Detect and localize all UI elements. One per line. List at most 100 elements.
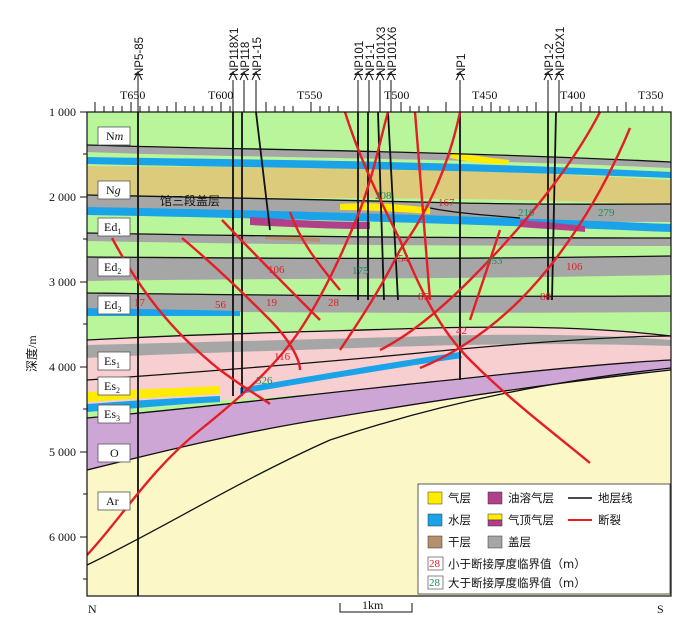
- green-value: 279: [598, 207, 615, 219]
- svg-text:小于断接厚度临界值（m）: 小于断接厚度临界值（m）: [448, 557, 586, 571]
- svg-text:Es3: Es3: [104, 407, 120, 423]
- svg-text:NP118X1: NP118X1: [229, 28, 241, 76]
- gas-layer-1: [450, 152, 510, 165]
- svg-text:NP101X6: NP101X6: [387, 27, 399, 76]
- green-value: 253: [486, 255, 503, 267]
- svg-text:28: 28: [429, 577, 441, 589]
- unit-es2: Es2: [97, 376, 131, 396]
- svg-text:NP1-1: NP1-1: [365, 43, 377, 76]
- green-value: 526: [256, 375, 273, 387]
- svg-text:NP5-85: NP5-85: [134, 37, 146, 76]
- well-marker: NP1: [455, 54, 468, 112]
- depth-tick: 1 000: [49, 105, 76, 119]
- unit-o: O: [97, 443, 131, 463]
- unit-ar: Ar: [97, 491, 131, 511]
- svg-text:Ar: Ar: [106, 494, 119, 508]
- unit-ed1: Ed1: [97, 217, 131, 237]
- strata: Nm Ng Ed1 Ed2 Ed3 Es1 Es2 Es3 O Ar 馆三段盖层…: [87, 112, 671, 596]
- red-value: 17: [134, 297, 146, 309]
- red-value: 106: [268, 264, 285, 276]
- faults: [87, 112, 632, 556]
- unit-labels: Nm Ng Ed1 Ed2 Ed3 Es1 Es2 Es3 O Ar: [97, 126, 131, 511]
- trace-label: T650: [120, 88, 145, 102]
- trace-labels: T650 T600 T550 T500 T450 T400 T350: [120, 88, 663, 102]
- depth-tick: 4 000: [49, 360, 76, 374]
- depth-tick: 5 000: [49, 445, 76, 459]
- well-marker: NP118X1: [228, 28, 241, 112]
- trace-label: T550: [297, 88, 322, 102]
- trace-label: T600: [208, 88, 233, 102]
- svg-text:盖层: 盖层: [508, 535, 531, 549]
- well-marker: NP101X6: [386, 27, 399, 112]
- unit-ng: Ng: [97, 180, 131, 200]
- well-marker: NP101: [353, 41, 366, 112]
- trace-label: T400: [560, 88, 585, 102]
- well-marker: NP5-85: [133, 37, 146, 112]
- green-value: 210: [518, 207, 535, 219]
- top-axis-ticks: [94, 102, 663, 112]
- red-value: 19: [266, 297, 278, 309]
- well-markers: NP5-85 NP118X1 NP118 NP1-15 NP101 NP1-1 …: [133, 27, 567, 112]
- red-values: 167 106 106 54 56 19 28 85 88 17 116 42: [134, 197, 583, 363]
- svg-text:NP118: NP118: [240, 42, 252, 76]
- trace-label: T500: [384, 88, 409, 102]
- svg-text:大于断接厚度临界值（m）: 大于断接厚度临界值（m）: [448, 576, 586, 590]
- legend-box: [417, 483, 671, 595]
- svg-text:NP102X1: NP102X1: [555, 27, 567, 76]
- legend-dry: 干层: [427, 535, 471, 549]
- well-marker: NP1-2: [543, 43, 556, 112]
- red-value: 116: [274, 351, 291, 363]
- svg-text:1km: 1km: [362, 598, 384, 612]
- svg-text:气顶气层: 气顶气层: [508, 513, 554, 527]
- scale-bar: 1km: [339, 598, 413, 613]
- y-axis-label: 深度/m: [24, 335, 39, 372]
- legend-gas-cap: 气顶气层: [487, 513, 554, 527]
- green-values: 208 210 279 175 253 526: [256, 190, 615, 387]
- trace-label: T450: [472, 88, 497, 102]
- unit-nm: Nm: [97, 126, 131, 146]
- legend-gas: 气层: [427, 491, 471, 505]
- well-marker: NP118: [239, 42, 252, 112]
- red-value: 88: [540, 291, 552, 303]
- red-value: 106: [566, 261, 583, 273]
- well-marker: NP101X3: [375, 27, 388, 112]
- well-marker: NP102X1: [554, 27, 567, 112]
- depth-tick: 2 000: [49, 190, 76, 204]
- well-marker: NP1-15: [251, 37, 264, 112]
- green-value: 175: [352, 265, 369, 277]
- dry-layer: [265, 235, 320, 242]
- oil-gas-layer-2: [520, 220, 585, 232]
- svg-text:28: 28: [429, 558, 441, 570]
- legend-water: 水层: [427, 513, 471, 527]
- depth-axis: 1 000 2 000 3 000 4 000 5 000 6 000 深度/m: [24, 105, 87, 580]
- cap-layer-es1: [87, 334, 671, 358]
- direction-north: N: [88, 602, 97, 616]
- svg-text:气层: 气层: [448, 491, 471, 505]
- svg-text:Ed2: Ed2: [104, 260, 121, 276]
- svg-text:NP101: NP101: [354, 41, 366, 76]
- red-value: 167: [438, 197, 455, 209]
- red-value: 56: [215, 299, 227, 311]
- depth-tick: 3 000: [49, 275, 76, 289]
- red-value: 85: [418, 291, 430, 303]
- svg-text:NP1: NP1: [456, 54, 468, 76]
- red-value: 54: [398, 253, 410, 265]
- legend-stratum-line: 地层线: [568, 491, 633, 505]
- svg-text:NP1-15: NP1-15: [252, 37, 264, 76]
- well-traces: [137, 112, 557, 596]
- oil-gas-layer-1: [250, 217, 370, 229]
- red-value: 28: [328, 297, 340, 309]
- water-layer-4: [240, 352, 462, 394]
- legend-oil-gas: 油溶气层: [487, 491, 554, 505]
- unit-es3: Es3: [97, 404, 131, 424]
- well-marker: NP1-1: [364, 43, 377, 112]
- legend-fault: 断裂: [568, 513, 621, 527]
- svg-text:油溶气层: 油溶气层: [508, 491, 554, 505]
- gas-layer-3: [87, 386, 220, 402]
- svg-text:O: O: [110, 446, 119, 460]
- svg-text:断裂: 断裂: [598, 513, 621, 527]
- svg-text:Nm: Nm: [106, 129, 124, 143]
- svg-text:Ng: Ng: [106, 183, 121, 197]
- green-value: 208: [375, 190, 392, 202]
